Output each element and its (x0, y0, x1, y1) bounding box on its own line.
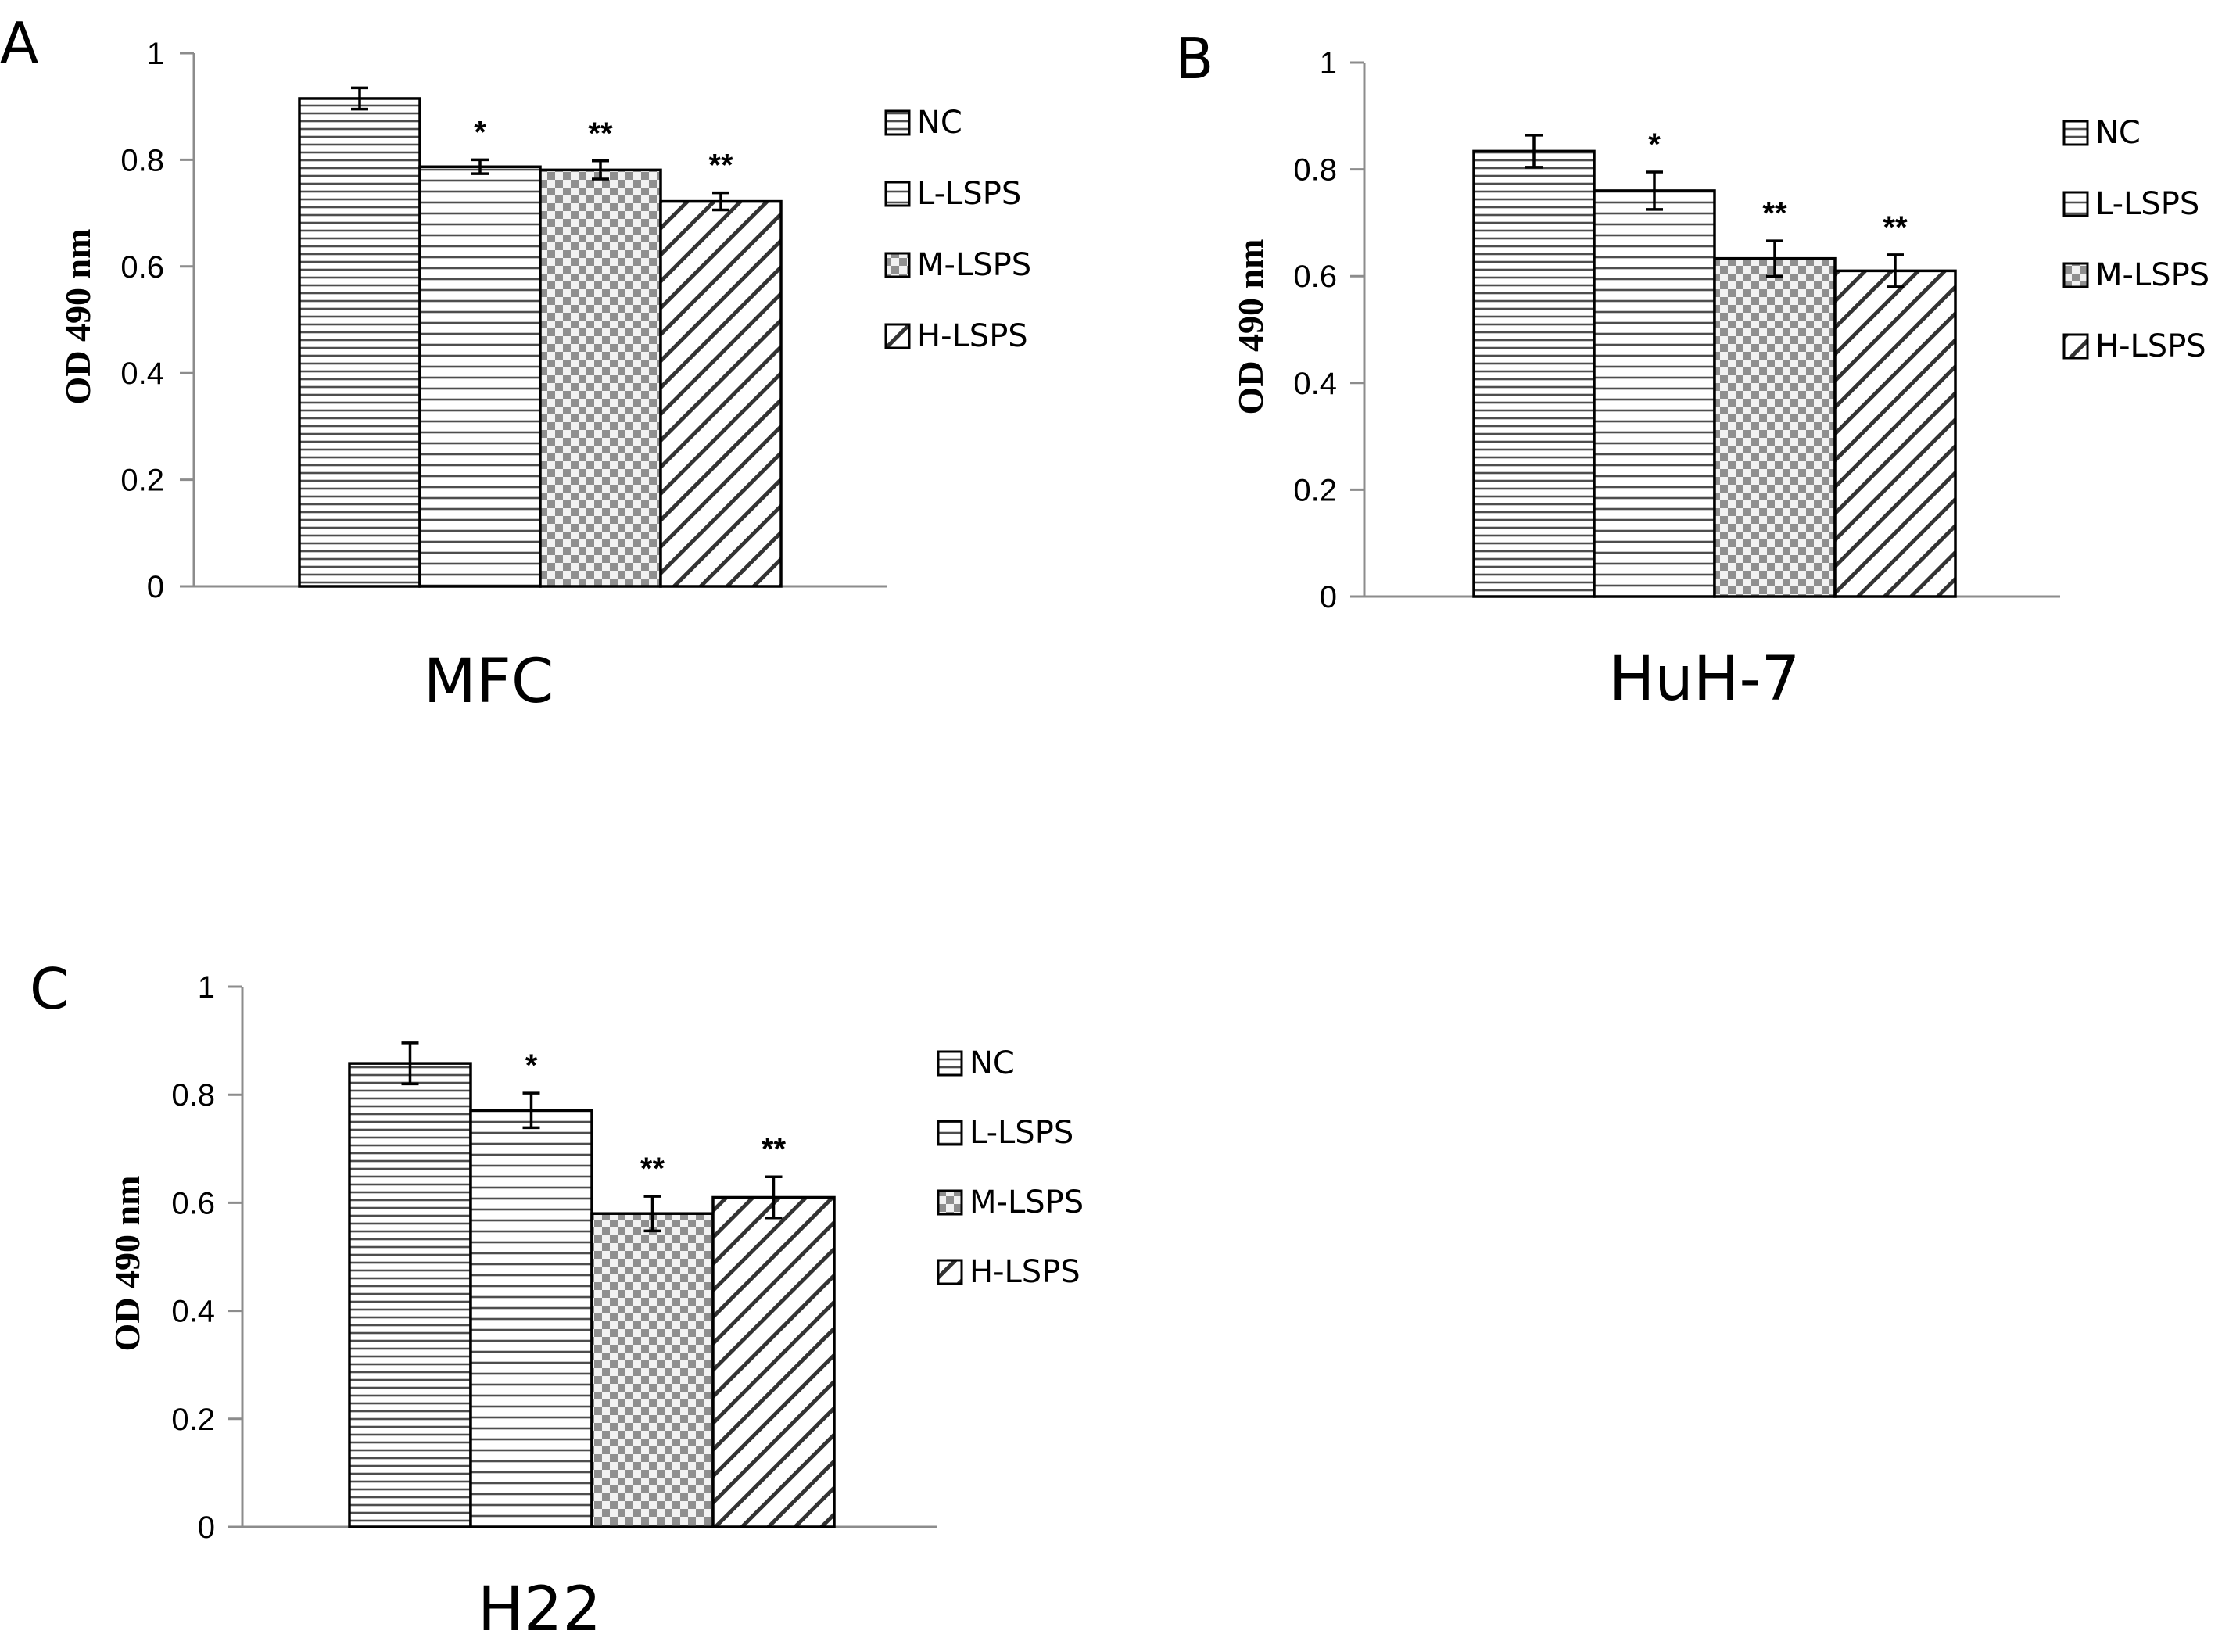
panel-c-bar-m-lsps (590, 1212, 715, 1528)
panel-a-bar-nc (298, 97, 421, 588)
panel-c-y-tick-label: 0.6 (171, 1186, 215, 1220)
panel-a-significance-h-lsps: ** (708, 149, 733, 183)
panel-c-significance-m-lsps: ** (640, 1152, 665, 1186)
panel-a-legend-label-l-lspes: L-LSPS (917, 176, 1021, 212)
panel-b-y-tick-label: 0.4 (1293, 367, 1337, 401)
panel-b-error-bar-nc (1525, 134, 1543, 169)
panel-a-error-bar-h-lsps (712, 191, 729, 212)
panel-c-y-tick-label: 0.4 (171, 1295, 215, 1329)
panel-c-legend: NC L-LSPS M-LSPS H-LSPS (937, 1045, 1084, 1290)
panel-b-y-tick-label: 0 (1320, 580, 1337, 615)
panel-b-legend-label-h-lsps: H-LSPS (2095, 328, 2206, 364)
panel-b-chart: B OD 490 nm HuH-7 00.20.40.60.81*** ** NC… (1175, 26, 2209, 715)
panel-c-bar-l-lspes (469, 1109, 593, 1528)
panel-a-error-bar-m-lsps (592, 159, 609, 181)
panel-b-bar-h-lsps (1833, 269, 1957, 598)
panel-a-significance-m-lsps: ** (588, 116, 613, 151)
panel-a-ylabel-group: OD 490 nm (58, 229, 98, 405)
panel-b-significance-h-lsps: ** (1883, 210, 1908, 245)
panel-c-bar-nc (348, 1062, 472, 1528)
panel-a-y-tick-label: 0.4 (120, 357, 164, 391)
panel-c-error-bar-nc (401, 1041, 419, 1086)
panel-a-legend-swatch-m-lsps (884, 252, 911, 278)
panel-c-y-tick-label: 0.2 (171, 1403, 215, 1437)
panel-b-ylabel-group: OD 490 nm (1231, 239, 1270, 415)
panel-a-chart: A OD 490 nm MFC 00.20.40.60.81* **** NCL-… (0, 10, 1031, 717)
panel-c-y-tick-label: 1 (198, 970, 215, 1005)
panel-b-bar-m-lsps (1713, 256, 1837, 598)
panel-c-plot-area: 00.20.40.60.81***** (171, 970, 937, 1545)
panel-b-legend-label-m-lsps: M-LSPS (2095, 257, 2209, 293)
panel-b-y-tick-label: 0.6 (1293, 260, 1337, 294)
panel-letter-a: A (0, 10, 38, 76)
panel-c-error-bar-l-lspes (522, 1091, 540, 1130)
panel-b-y-tick-label: 0.2 (1293, 473, 1337, 507)
panel-a-plot-area: 00.20.40.60.81* **** (120, 37, 887, 604)
panel-a-legend-swatch-h-lsps (884, 323, 911, 349)
panel-b-error-bar-m-lsps (1766, 239, 1783, 278)
panel-c-xlabel: H22 (478, 1575, 601, 1645)
panel-a-error-bar-l-lspes (471, 158, 489, 175)
panel-c-legend-swatch-l-lspes (937, 1120, 963, 1146)
panel-a-error-bar-nc (351, 86, 368, 111)
panel-c-legend-label-nc: NC (969, 1045, 1015, 1081)
panel-letter-b: B (1175, 26, 1213, 91)
panel-c-ylabel: OD 490 nm (107, 1176, 147, 1352)
panel-b-error-bar-h-lsps (1887, 253, 1904, 288)
panel-c-significance-l-lspes: * (525, 1048, 538, 1083)
panel-c-y-tick-label: 0 (198, 1510, 215, 1545)
panel-b-legend: NC L-LSPS M-LSPS H-LSPS (2062, 115, 2209, 364)
panel-b-plot-area: 00.20.40.60.81*** ** (1293, 46, 2060, 615)
panel-a-y-tick-label: 0.6 (120, 250, 164, 285)
panel-b-y-tick-label: 0.8 (1293, 153, 1337, 188)
panel-b-legend-swatch-l-lspes (2062, 191, 2089, 217)
panel-a-significance-l-lspes: * (474, 115, 486, 149)
panel-a-legend-label-m-lsps: M-LSPS (917, 247, 1031, 283)
panel-a-legend: NC L-LSPS M-LSPS H-LSPS (884, 105, 1031, 354)
panel-b-legend-swatch-h-lsps (2062, 333, 2089, 360)
panel-a-ylabel: OD 490 nm (58, 229, 98, 405)
panel-c-y-tick-label: 0.8 (171, 1078, 215, 1113)
panel-c-legend-swatch-nc (937, 1050, 963, 1077)
panel-b-legend-label-nc: NC (2095, 115, 2141, 151)
panel-b-bar-l-lspes (1593, 189, 1716, 598)
panel-letter-c: C (30, 956, 69, 1022)
panel-a-legend-label-h-lsps: H-LSPS (917, 318, 1028, 354)
panel-a-bar-l-lspes (418, 165, 542, 588)
panel-a-y-tick-label: 0.2 (120, 464, 164, 498)
panel-c-legend-label-h-lsps: H-LSPS (969, 1254, 1080, 1290)
panel-b-significance-m-lsps: ** (1762, 196, 1787, 231)
panel-b-legend-label-l-lspes: L-LSPS (2095, 186, 2199, 222)
panel-b-legend-swatch-nc (2062, 120, 2089, 146)
panel-c-ylabel-group: OD 490 nm (107, 1176, 147, 1352)
panel-a-bar-m-lsps (539, 168, 662, 588)
panel-b-legend-swatch-m-lsps (2062, 262, 2089, 288)
panel-c-error-bar-m-lsps (643, 1195, 661, 1233)
panel-b-significance-l-lspes: * (1648, 127, 1661, 162)
panel-a-bar-h-lsps (659, 199, 783, 588)
panel-c-legend-swatch-m-lsps (937, 1189, 963, 1216)
panel-a-xlabel: MFC (424, 647, 554, 717)
panel-a-legend-label-nc: NC (917, 105, 962, 141)
panel-a-y-tick-label: 0.8 (120, 143, 164, 177)
panel-c-significance-h-lsps: ** (762, 1132, 787, 1166)
panel-c-chart: C OD 490 nm H22 00.20.40.60.81***** NCL-… (30, 956, 1084, 1645)
panel-c-bar-h-lsps (711, 1195, 836, 1528)
panel-b-y-tick-label: 1 (1320, 46, 1337, 81)
panel-b-xlabel: HuH-7 (1609, 644, 1801, 715)
panel-a-y-tick-label: 1 (147, 37, 164, 71)
panel-c-legend-label-m-lsps: M-LSPS (969, 1184, 1084, 1220)
panel-a-legend-swatch-l-lspes (884, 181, 911, 207)
panel-b-bar-nc (1472, 149, 1596, 598)
panel-a-legend-swatch-nc (884, 109, 911, 136)
panel-c-legend-label-l-lspes: L-LSPS (969, 1115, 1073, 1151)
panel-c-error-bar-h-lsps (765, 1175, 783, 1220)
panel-b-ylabel: OD 490 nm (1231, 239, 1270, 415)
panel-a-y-tick-label: 0 (147, 570, 164, 604)
panel-c-legend-swatch-h-lsps (937, 1259, 963, 1285)
panel-b-error-bar-l-lspes (1646, 170, 1663, 211)
